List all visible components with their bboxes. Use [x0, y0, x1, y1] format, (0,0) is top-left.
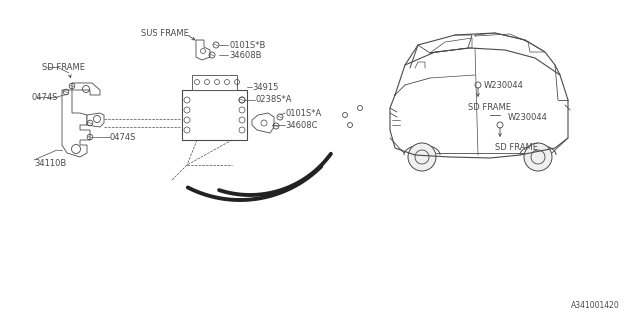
Text: 34608B: 34608B: [229, 51, 262, 60]
Text: 0101S*B: 0101S*B: [229, 41, 266, 50]
Polygon shape: [62, 90, 90, 157]
Text: A341001420: A341001420: [572, 301, 620, 310]
Text: SD FRAME: SD FRAME: [495, 143, 538, 153]
Circle shape: [408, 143, 436, 171]
Text: 34608C: 34608C: [285, 121, 317, 130]
Polygon shape: [192, 75, 237, 90]
Text: W230044: W230044: [484, 81, 524, 90]
Text: 0238S*A: 0238S*A: [255, 95, 291, 105]
Text: 0474S: 0474S: [32, 92, 58, 101]
Text: W230044: W230044: [508, 113, 548, 122]
Polygon shape: [87, 113, 104, 127]
FancyBboxPatch shape: [182, 90, 247, 140]
Polygon shape: [72, 83, 100, 95]
Text: SD FRAME: SD FRAME: [468, 103, 511, 113]
Circle shape: [524, 143, 552, 171]
Text: 0101S*A: 0101S*A: [285, 108, 321, 117]
Text: SD FRAME: SD FRAME: [42, 62, 85, 71]
Text: 0474S: 0474S: [110, 132, 136, 141]
Text: 34110B: 34110B: [34, 158, 67, 167]
Text: SUS FRAME: SUS FRAME: [141, 29, 189, 38]
Text: 34915: 34915: [252, 83, 278, 92]
Polygon shape: [196, 40, 210, 60]
Polygon shape: [252, 113, 274, 133]
